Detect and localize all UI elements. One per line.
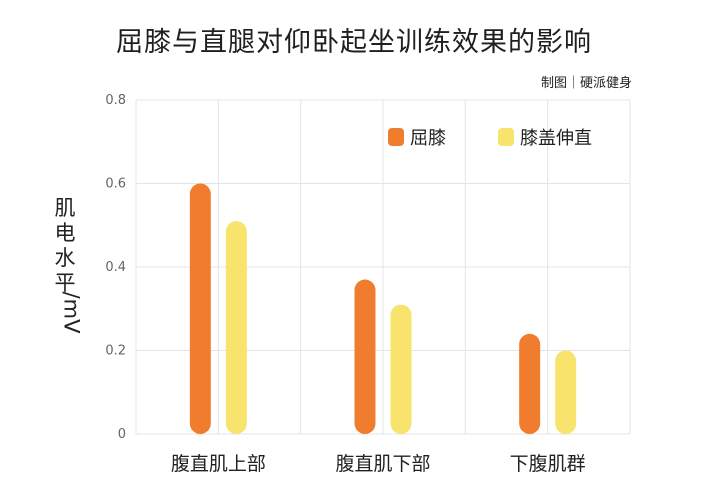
chart-title: 屈膝与直腿对仰卧起坐训练效果的影响 (116, 27, 592, 58)
legend-label: 膝盖伸直 (520, 128, 592, 149)
legend-label: 屈膝 (410, 128, 446, 149)
y-tick-label: 0.8 (105, 93, 126, 108)
legend-swatch (498, 128, 514, 146)
bar-straight-leg (225, 221, 247, 434)
x-tick-label: 腹直肌下部 (335, 453, 430, 475)
bar-bent-knee (354, 279, 376, 434)
bar-straight-leg (555, 350, 577, 434)
y-tick-label: 0 (118, 427, 126, 442)
bar-bent-knee (519, 333, 541, 434)
bar-bent-knee (189, 183, 211, 434)
y-tick-label: 0.2 (105, 344, 126, 359)
y-axis-label: 肌电水平/mV (54, 196, 84, 334)
legend-swatch (388, 128, 404, 146)
x-tick-label: 腹直肌上部 (171, 453, 266, 475)
x-tick-label: 下腹肌群 (510, 453, 586, 475)
bar-straight-leg (390, 304, 412, 434)
y-tick-label: 0.6 (105, 177, 126, 192)
y-tick-label: 0.4 (105, 260, 126, 275)
chart-credit: 制图｜硬派健身 (540, 76, 632, 91)
